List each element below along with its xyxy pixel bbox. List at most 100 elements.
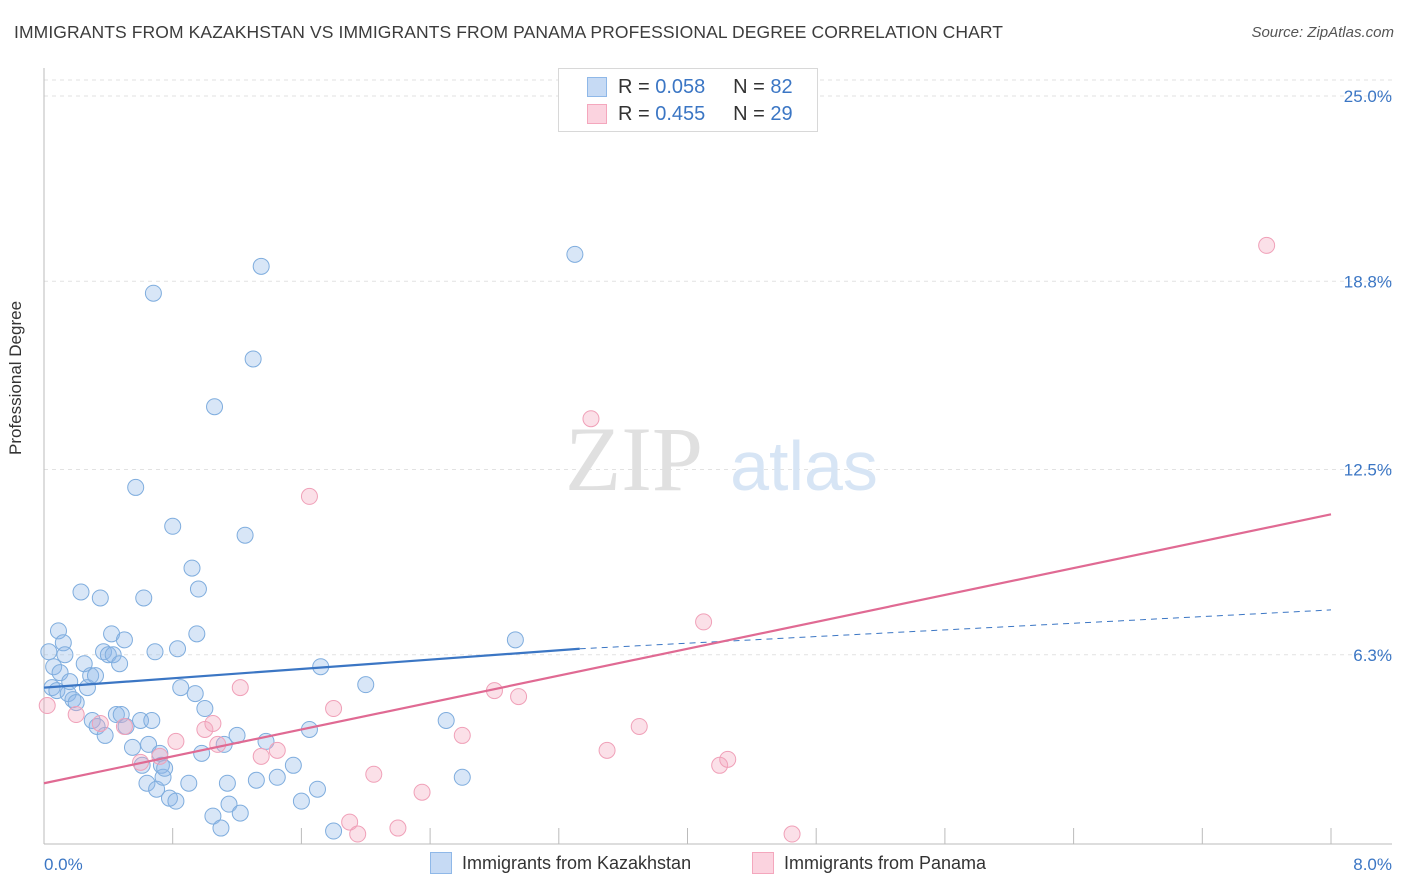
panama-point xyxy=(252,747,270,765)
kazakhstan-point xyxy=(325,822,343,840)
kazakhstan-point xyxy=(453,768,471,786)
kazakhstan-point xyxy=(45,658,63,676)
panama-point xyxy=(413,783,431,801)
axes xyxy=(43,68,1392,845)
kazakhstan-point xyxy=(40,643,58,661)
panama-point xyxy=(510,688,528,706)
panama-point xyxy=(349,825,367,843)
panama-point xyxy=(695,613,713,631)
kazakhstan-point xyxy=(247,771,265,789)
kazakhstan-point xyxy=(99,646,117,664)
source-label: Source: ZipAtlas.com xyxy=(1251,24,1394,41)
kazakhstan-point xyxy=(172,679,190,697)
legend-item-panama[interactable]: Immigrants from Panama xyxy=(752,852,986,874)
panama-point xyxy=(204,714,222,732)
trend-lines xyxy=(43,513,1332,785)
legend-item-kazakhstan[interactable]: Immigrants from Kazakhstan xyxy=(430,852,691,874)
panama-point xyxy=(453,726,471,744)
r-label: R = xyxy=(618,102,656,125)
kazakhstan-point xyxy=(357,676,375,694)
panama-point xyxy=(38,697,56,715)
y-tick-label: 18.8% xyxy=(1344,272,1392,291)
y-tick-label: 6.3% xyxy=(1353,646,1392,665)
panama-swatch xyxy=(587,104,607,124)
legend-label-panama: Immigrants from Panama xyxy=(784,852,987,873)
kazakhstan-point xyxy=(437,711,455,729)
kazakhstan-point xyxy=(268,768,286,786)
correlation-legend: R = 0.058 N = 82 R = 0.455 N = 29 xyxy=(558,68,818,132)
kazakhstan-point xyxy=(107,706,125,724)
panama-point xyxy=(783,825,801,843)
panama-point xyxy=(167,732,185,750)
kazakhstan-point xyxy=(183,559,201,577)
panama-point xyxy=(325,700,343,718)
kazakhstan-point xyxy=(292,792,310,810)
panama-point xyxy=(67,706,85,724)
kazakhstan-point xyxy=(144,284,162,302)
kazakhstan-point xyxy=(91,589,109,607)
x-tick-label: 8.0% xyxy=(1353,855,1392,874)
panama-point xyxy=(115,717,133,735)
panama-point xyxy=(598,741,616,759)
kazakhstan-point xyxy=(284,756,302,774)
kazakhstan-point xyxy=(115,631,133,649)
watermark: ZIP atlas xyxy=(565,408,878,510)
kazakhstan-point xyxy=(244,350,262,368)
panama-point xyxy=(91,714,109,732)
kazakhstan-point xyxy=(56,646,74,664)
kazakhstan-point xyxy=(123,738,141,756)
kazakhstan-point xyxy=(140,735,158,753)
panama-point xyxy=(151,747,169,765)
kazakhstan-point xyxy=(188,625,206,643)
kazakhstan-point xyxy=(189,580,207,598)
n-value-panama: 29 xyxy=(770,102,793,125)
n-value-kazakhstan: 82 xyxy=(770,75,793,98)
panama-point xyxy=(268,741,286,759)
kazakhstan-point xyxy=(135,589,153,607)
panama-point xyxy=(341,813,359,831)
kazakhstan-points xyxy=(40,245,584,840)
kazakhstan-point xyxy=(138,774,156,792)
kazakhstan-point xyxy=(218,774,236,792)
panama-point xyxy=(389,819,407,837)
kazakhstan-point xyxy=(206,398,224,416)
watermark-zip: ZIP xyxy=(565,408,703,510)
kazakhstan-point xyxy=(212,819,230,837)
r-label: R = xyxy=(618,75,656,98)
series-legend: Immigrants from Kazakhstan Immigrants fr… xyxy=(0,852,1406,878)
kazakhstan-point xyxy=(146,643,164,661)
kazakhstan-point xyxy=(186,685,204,703)
n-label: N = xyxy=(733,102,771,125)
panama-point xyxy=(719,750,737,768)
kazakhstan-legend-swatch xyxy=(430,852,452,874)
y-tick-label: 12.5% xyxy=(1344,461,1392,480)
panama-points xyxy=(38,236,1276,843)
kazakhstan-point xyxy=(566,245,584,263)
kazakhstan-point xyxy=(236,526,254,544)
panama-point xyxy=(365,765,383,783)
kazakhstan-point xyxy=(193,744,211,762)
kazakhstan-trend-extension xyxy=(579,609,1332,650)
watermark-atlas: atlas xyxy=(730,427,878,505)
kazakhstan-point xyxy=(143,711,161,729)
kazakhstan-point xyxy=(167,792,185,810)
kazakhstan-point xyxy=(220,795,238,813)
panama-point xyxy=(582,410,600,428)
panama-point xyxy=(630,717,648,735)
kazakhstan-point xyxy=(111,655,129,673)
panama-point xyxy=(300,487,318,505)
kazakhstan-point xyxy=(127,478,145,496)
n-label: N = xyxy=(733,75,771,98)
r-value-kazakhstan: 0.058 xyxy=(655,75,706,98)
kazakhstan-point xyxy=(506,631,524,649)
panama-legend-swatch xyxy=(752,852,774,874)
kazakhstan-point xyxy=(252,257,270,275)
panama-point xyxy=(231,679,249,697)
kazakhstan-swatch xyxy=(587,77,607,97)
gridlines xyxy=(44,79,1392,656)
kazakhstan-point xyxy=(164,517,182,535)
kazakhstan-point xyxy=(204,807,222,825)
legend-label-kazakhstan: Immigrants from Kazakhstan xyxy=(462,852,692,873)
panama-point xyxy=(1258,236,1276,254)
